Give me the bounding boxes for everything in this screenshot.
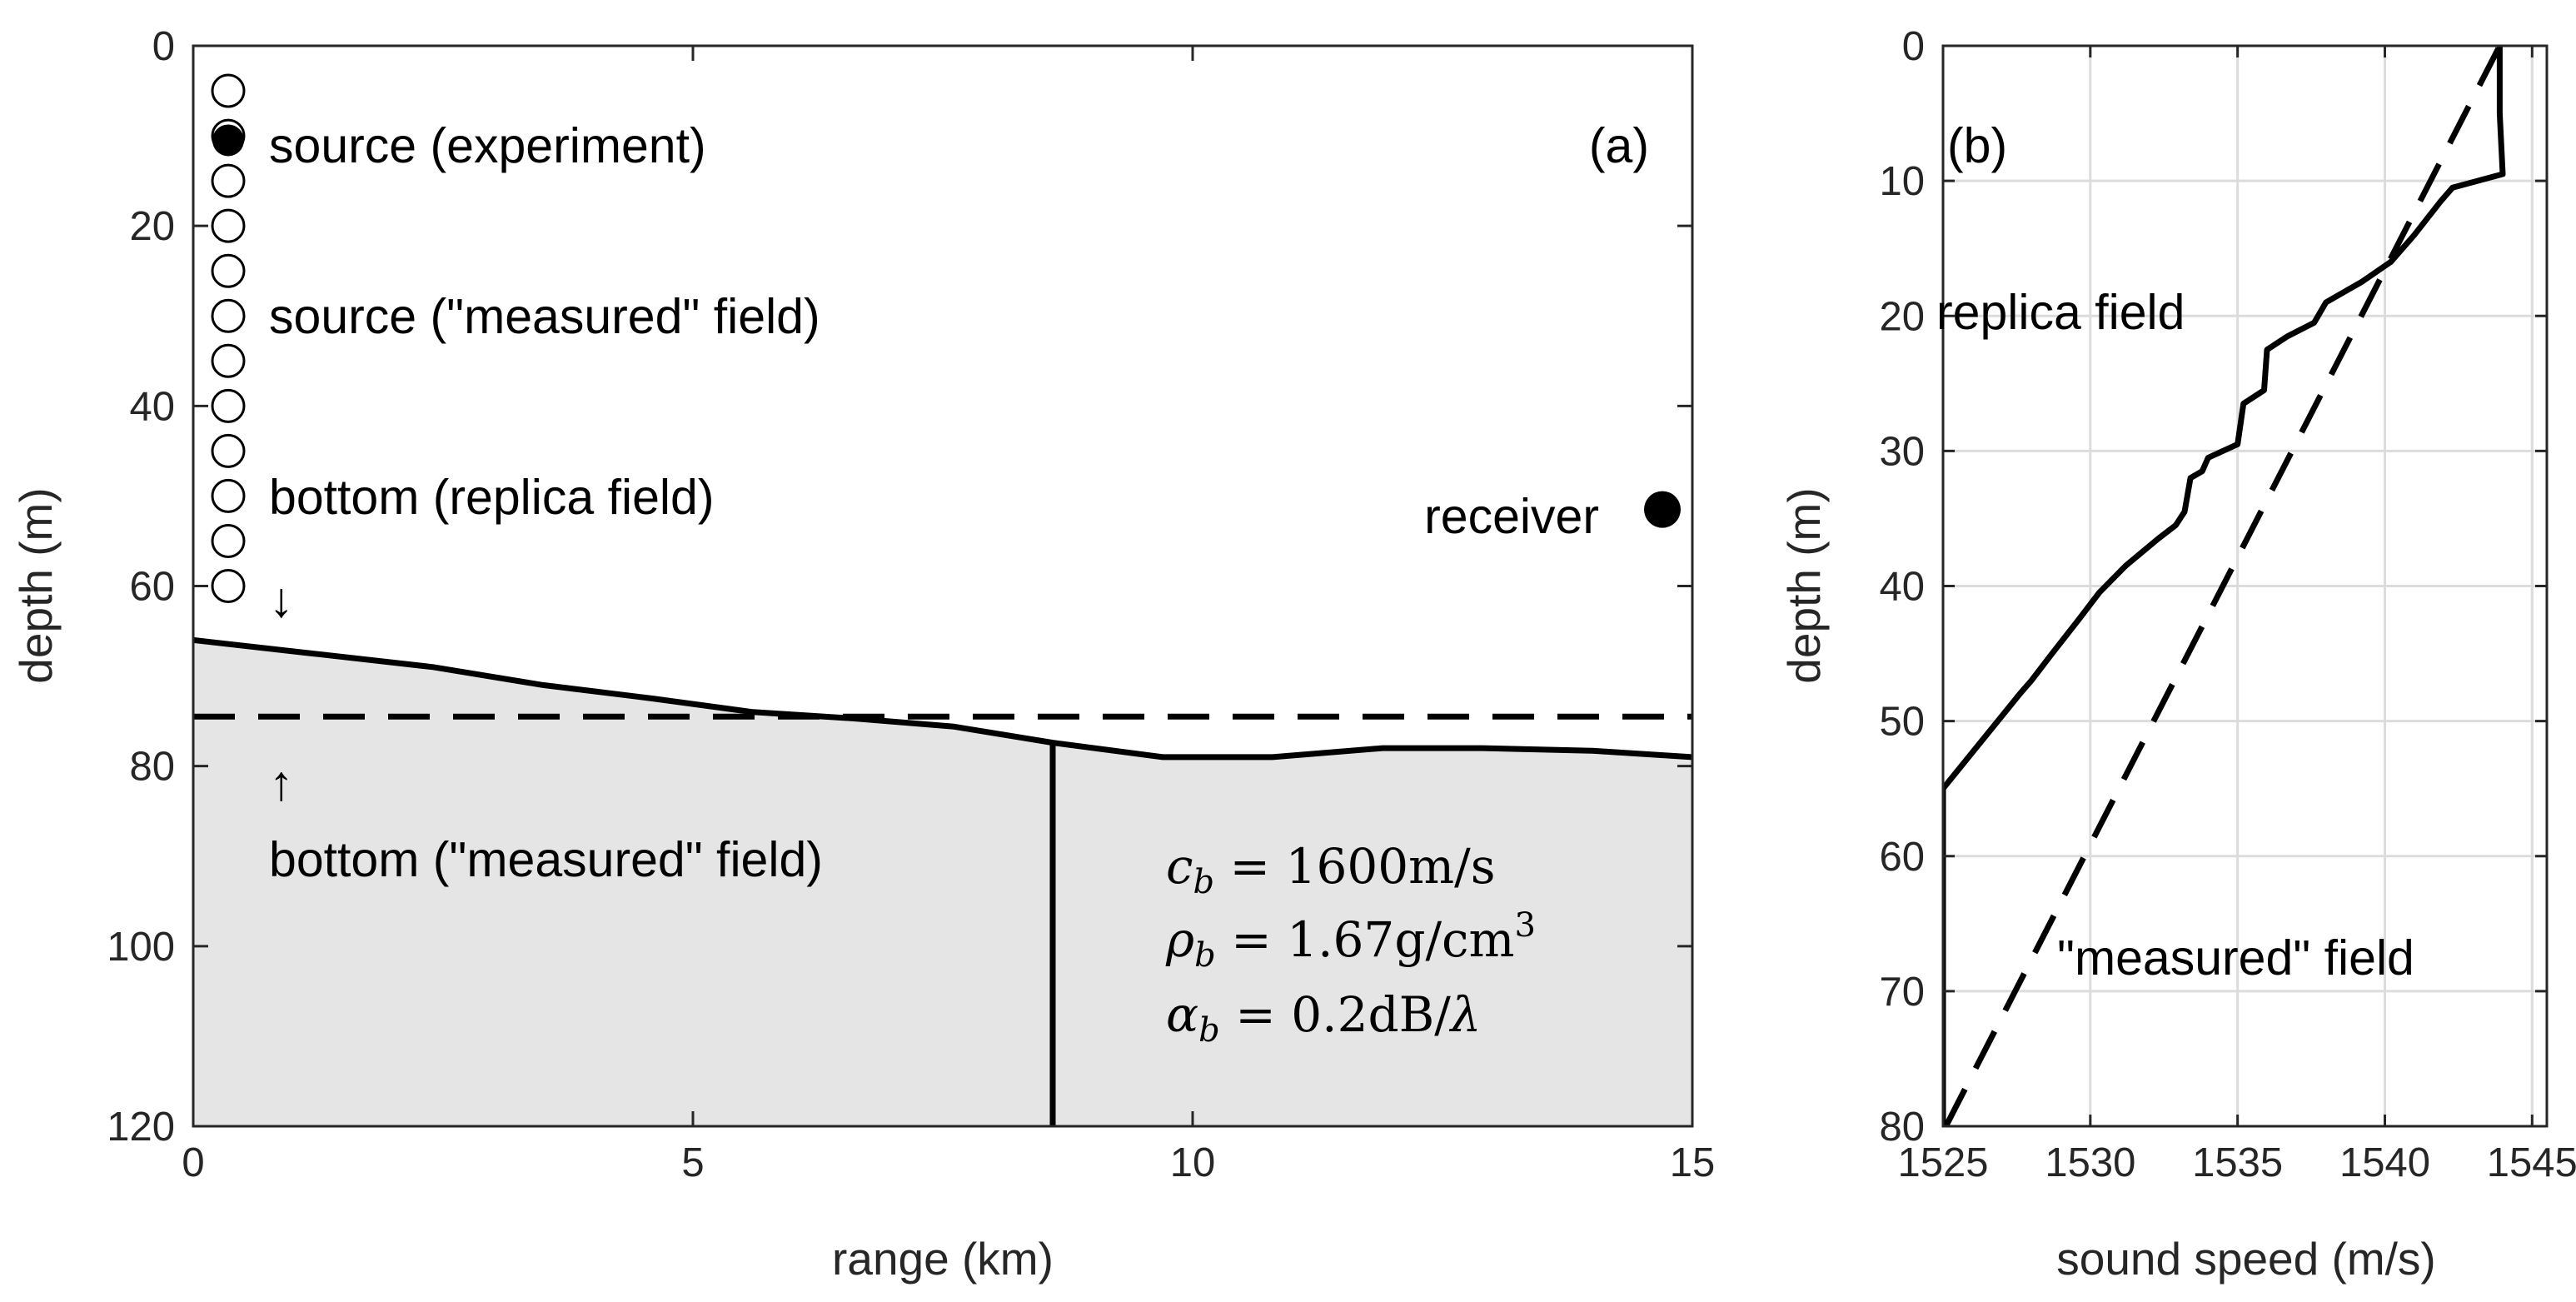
param-rho-superscript: 3 [1514, 906, 1535, 945]
panel-b: 1525 1530 1535 1540 1545 0 10 20 30 40 50 60 70 80 (b… [1778, 24, 2576, 1285]
y-tick-label: 60 [129, 565, 175, 610]
param-density: ρb = 1.67g/cm3 [1165, 906, 1536, 975]
x-tick-label: 5 [681, 1140, 704, 1185]
y-tick-label: 50 [1879, 700, 1925, 745]
y-tick-label: 80 [129, 745, 175, 790]
source-markers [211, 73, 246, 603]
source-measured-marker [211, 298, 246, 333]
param-alpha-lambda: λ [1449, 986, 1482, 1043]
panel-a-ticks: 0 5 10 15 0 20 40 60 80 100 120 [107, 24, 1715, 1185]
annotation-bottom-measured: bottom ("measured" field) [269, 832, 823, 887]
receiver-marker [1644, 491, 1681, 528]
y-tick-label: 10 [1879, 159, 1925, 204]
annotation-replica-field: replica field [1936, 285, 2185, 340]
replica-profile-line [1943, 46, 2506, 1126]
panel-a: 0 5 10 15 0 20 40 60 80 100 120 (a) source (experi… [10, 24, 1715, 1285]
source-measured-marker [211, 433, 246, 468]
x-tick-label: 1545 [2487, 1140, 2576, 1185]
source-experiment-marker [212, 124, 244, 157]
source-measured-marker [211, 388, 246, 423]
annotation-measured-field: "measured" field [2057, 930, 2414, 985]
arrow-down: ↓ [269, 572, 294, 627]
y-tick-label: 20 [1879, 294, 1925, 339]
annotation-bottom-replica: bottom (replica field) [269, 470, 715, 525]
param-cb-value: = 1600m/s [1214, 838, 1495, 895]
source-measured-marker [211, 73, 246, 108]
source-measured-marker [211, 208, 246, 243]
source-measured-marker [211, 569, 246, 603]
panel-b-y-axis-label: depth (m) [1778, 487, 1830, 683]
y-tick-label: 70 [1879, 970, 1925, 1015]
x-tick-label: 1535 [2192, 1140, 2283, 1185]
y-tick-label: 30 [1879, 429, 1925, 474]
x-tick-label: 10 [1170, 1140, 1216, 1185]
panel-a-label: (a) [1589, 118, 1649, 173]
y-tick-label: 0 [1902, 24, 1925, 69]
source-measured-marker [211, 523, 246, 558]
panel-a-y-axis-label: depth (m) [10, 487, 62, 683]
param-rho-value: = 1.67g/cm [1216, 911, 1515, 968]
source-measured-marker [211, 478, 246, 513]
panel-b-x-axis-label: sound speed (m/s) [2056, 1233, 2436, 1285]
x-tick-label: 1540 [2339, 1140, 2430, 1185]
x-tick-label: 0 [182, 1140, 204, 1185]
x-tick-label: 1525 [1897, 1140, 1988, 1185]
y-tick-label: 40 [129, 384, 175, 429]
param-rho-subscript: b [1194, 936, 1216, 975]
source-measured-marker [211, 343, 246, 378]
measured-profile-dashed-line [1943, 46, 2503, 1126]
source-measured-marker [211, 253, 246, 288]
param-alpha-value: = 0.2dB/ [1220, 986, 1451, 1043]
y-tick-label: 120 [107, 1105, 175, 1150]
seabed-fill [193, 640, 1692, 1126]
param-attenuation: αb = 0.2dB/λ [1166, 986, 1482, 1050]
panel-b-label: (b) [1947, 118, 2007, 173]
x-tick-label: 15 [1670, 1140, 1716, 1185]
annotation-receiver: receiver [1424, 489, 1599, 544]
y-tick-label: 20 [129, 204, 175, 249]
param-alpha-symbol: α [1166, 986, 1198, 1043]
annotation-source-measured: source ("measured" field) [269, 289, 820, 344]
source-measured-marker [211, 163, 246, 198]
annotation-source-experiment: source (experiment) [269, 118, 706, 173]
panel-b-ticks: 1525 1530 1535 1540 1545 0 10 20 30 40 50 60 70 80 [1879, 24, 2576, 1185]
y-tick-label: 40 [1879, 565, 1925, 610]
y-tick-label: 60 [1879, 835, 1925, 880]
arrow-up: ↑ [269, 756, 294, 811]
param-cb-subscript: b [1193, 863, 1214, 901]
param-alpha-subscript: b [1198, 1011, 1220, 1050]
x-tick-label: 1530 [2045, 1140, 2135, 1185]
y-tick-label: 80 [1879, 1105, 1925, 1150]
param-rho-symbol: ρ [1165, 911, 1194, 968]
bottom-replica-line [193, 636, 1692, 761]
param-sound-speed: cb = 1600m/s [1166, 838, 1495, 901]
y-tick-label: 100 [107, 925, 175, 970]
param-cb-symbol: c [1166, 838, 1193, 895]
y-tick-label: 0 [152, 24, 175, 69]
panel-a-x-axis-label: range (km) [832, 1233, 1054, 1285]
